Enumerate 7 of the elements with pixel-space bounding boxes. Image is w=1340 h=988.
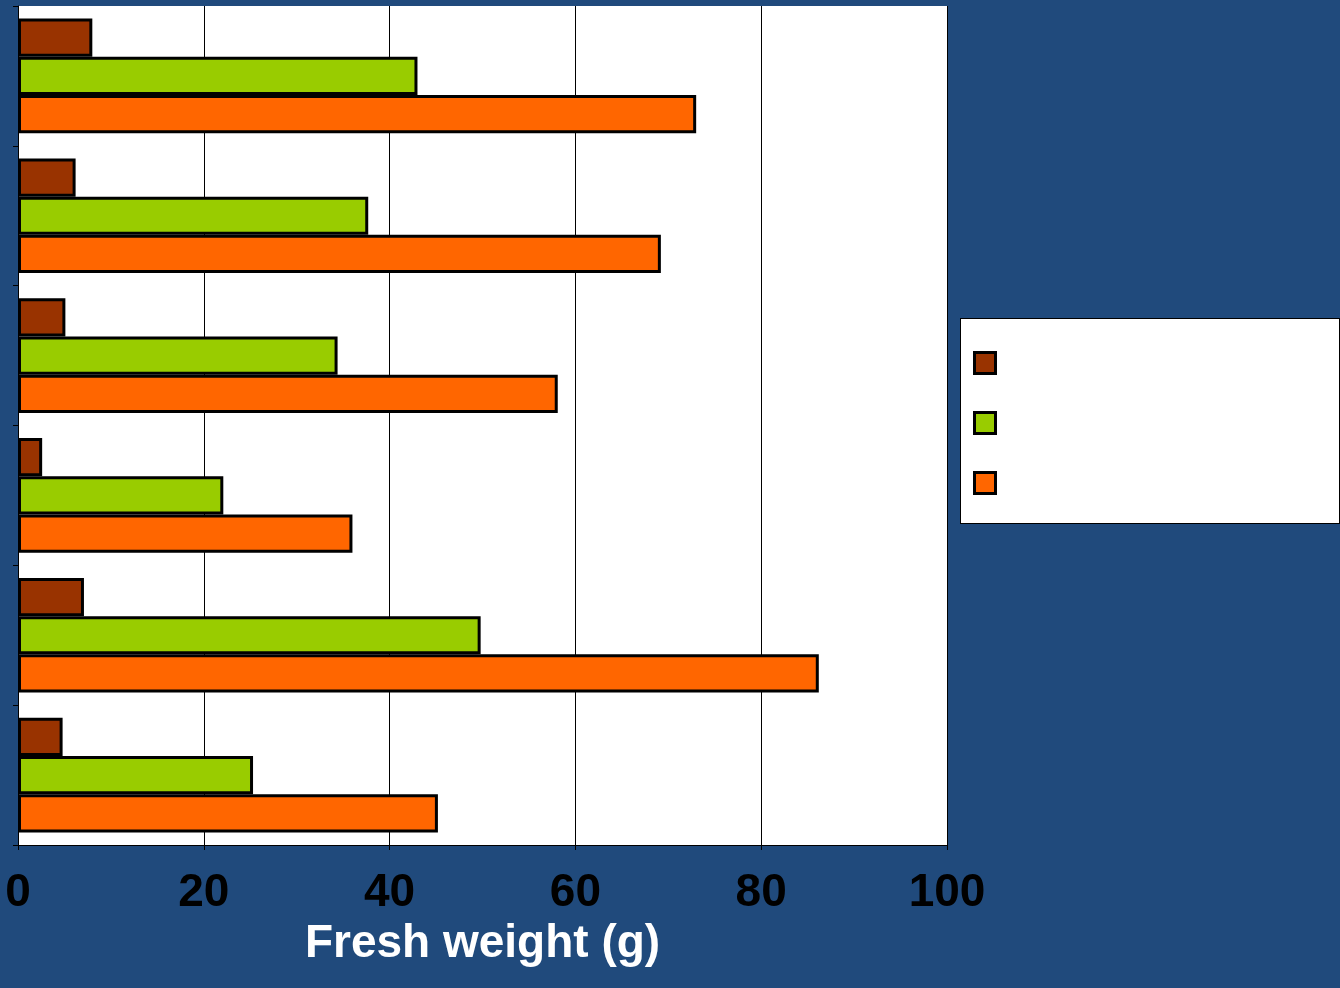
x-axis-title: Fresh weight (g)	[304, 914, 661, 967]
x-tick-label: 0	[5, 864, 31, 916]
x-tick-label: 100	[908, 864, 986, 916]
x-tick-label: 80	[735, 864, 787, 916]
x-tick-label: 60	[549, 864, 601, 916]
x-tick-label: 20	[178, 864, 230, 916]
x-tick-label: 40	[364, 864, 416, 916]
